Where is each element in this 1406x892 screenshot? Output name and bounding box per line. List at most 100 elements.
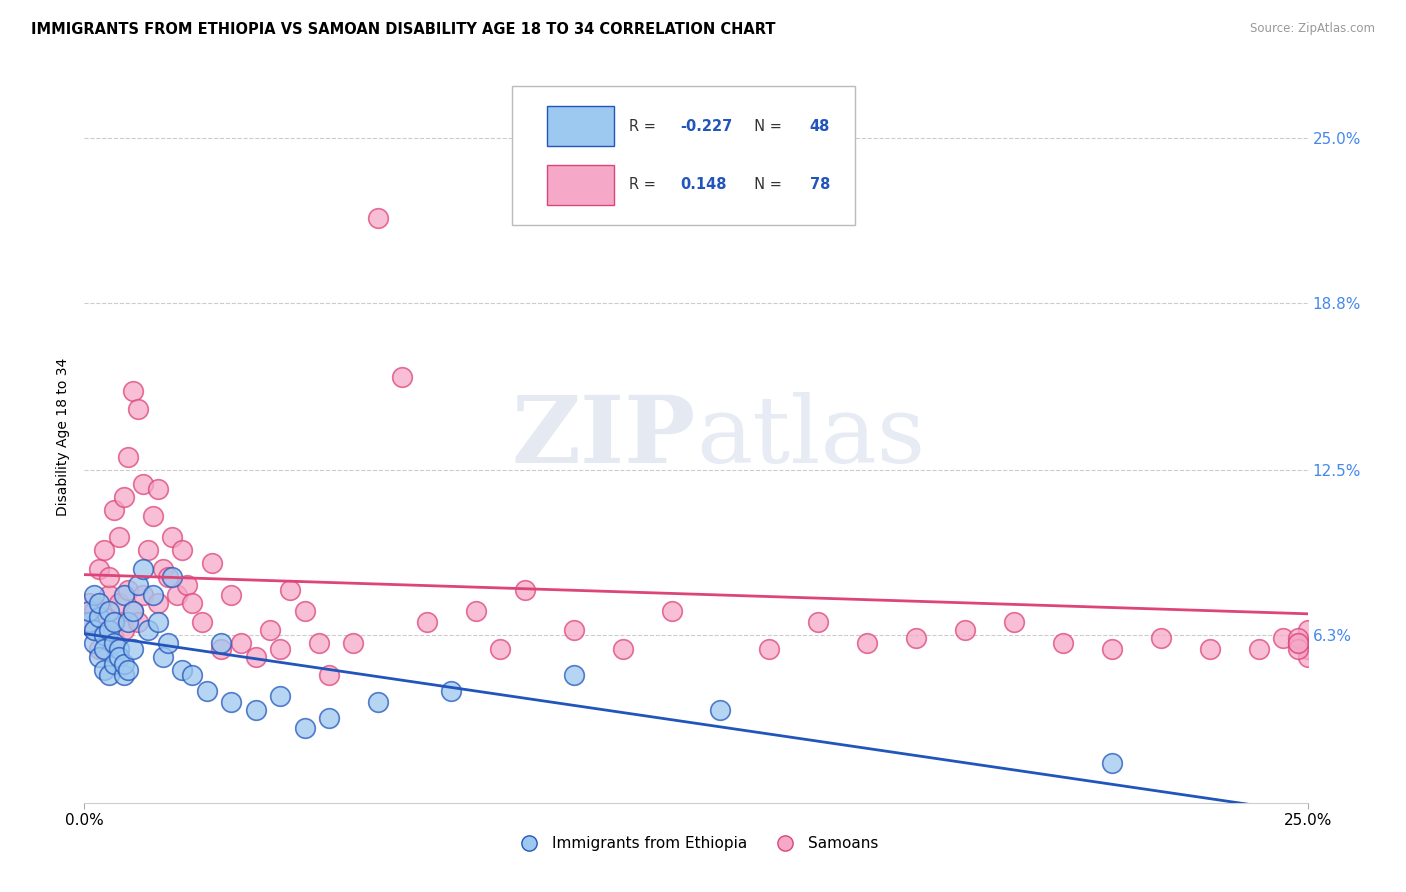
Point	[83, 623, 105, 637]
FancyBboxPatch shape	[513, 86, 855, 225]
Point	[229, 636, 252, 650]
Text: 78: 78	[810, 178, 830, 193]
Point	[112, 657, 135, 672]
Point	[107, 649, 129, 664]
Point	[318, 711, 340, 725]
Point	[278, 582, 301, 597]
Point	[122, 384, 145, 398]
Point	[107, 596, 129, 610]
Point	[1198, 641, 1220, 656]
Point	[172, 543, 194, 558]
Point	[132, 588, 155, 602]
Point	[77, 596, 100, 610]
Point	[87, 562, 110, 576]
Point	[440, 684, 463, 698]
Point	[93, 543, 115, 558]
Point	[1286, 636, 1309, 650]
Point	[97, 570, 120, 584]
Point	[117, 450, 139, 464]
Point	[93, 641, 115, 656]
Point	[416, 615, 439, 629]
Point	[127, 402, 149, 417]
Point	[166, 588, 188, 602]
Point	[83, 588, 105, 602]
Point	[97, 668, 120, 682]
Point	[107, 641, 129, 656]
Point	[464, 604, 486, 618]
Point	[77, 604, 100, 618]
Point	[172, 663, 194, 677]
Point	[661, 604, 683, 618]
Point	[562, 623, 585, 637]
Point	[367, 211, 389, 225]
Point	[1272, 51, 1295, 65]
Point	[97, 623, 120, 637]
Point	[905, 631, 928, 645]
Y-axis label: Disability Age 18 to 34: Disability Age 18 to 34	[56, 358, 70, 516]
Point	[294, 604, 316, 618]
FancyBboxPatch shape	[547, 106, 614, 146]
Point	[87, 609, 110, 624]
Point	[709, 703, 731, 717]
Point	[103, 657, 125, 672]
Point	[953, 623, 976, 637]
Point	[1247, 641, 1270, 656]
Point	[162, 570, 184, 584]
Point	[112, 490, 135, 504]
Point	[195, 684, 218, 698]
Text: atlas: atlas	[696, 392, 925, 482]
Point	[103, 631, 125, 645]
Point	[1150, 631, 1173, 645]
Point	[1052, 636, 1074, 650]
Point	[117, 615, 139, 629]
Point	[83, 636, 105, 650]
Point	[146, 615, 169, 629]
Point	[103, 615, 125, 629]
Point	[318, 668, 340, 682]
Point	[1296, 623, 1319, 637]
Text: N =: N =	[745, 119, 786, 134]
Point	[758, 641, 780, 656]
Point	[112, 668, 135, 682]
Point	[112, 623, 135, 637]
Point	[136, 543, 159, 558]
Text: R =: R =	[628, 119, 661, 134]
FancyBboxPatch shape	[547, 165, 614, 205]
Point	[1286, 636, 1309, 650]
Point	[259, 623, 281, 637]
Point	[132, 476, 155, 491]
Point	[87, 641, 110, 656]
Point	[807, 615, 830, 629]
Point	[152, 562, 174, 576]
Point	[103, 503, 125, 517]
Text: Source: ZipAtlas.com: Source: ZipAtlas.com	[1250, 22, 1375, 36]
Point	[612, 641, 634, 656]
Point	[391, 370, 413, 384]
Text: 48: 48	[810, 119, 830, 134]
Point	[103, 615, 125, 629]
Point	[142, 588, 165, 602]
Point	[87, 596, 110, 610]
Point	[181, 668, 204, 682]
Point	[93, 663, 115, 677]
Point	[176, 577, 198, 591]
Point	[1296, 649, 1319, 664]
Point	[209, 636, 232, 650]
Point	[146, 596, 169, 610]
Point	[77, 615, 100, 629]
Point	[1002, 615, 1025, 629]
Point	[83, 623, 105, 637]
Point	[191, 615, 214, 629]
Legend: Immigrants from Ethiopia, Samoans: Immigrants from Ethiopia, Samoans	[508, 830, 884, 857]
Point	[1286, 641, 1309, 656]
Point	[127, 577, 149, 591]
Point	[489, 641, 512, 656]
Text: 0.148: 0.148	[681, 178, 727, 193]
Point	[93, 609, 115, 624]
Point	[269, 690, 291, 704]
Point	[200, 557, 222, 571]
Point	[1101, 641, 1123, 656]
Point	[219, 588, 242, 602]
Point	[117, 582, 139, 597]
Point	[152, 649, 174, 664]
